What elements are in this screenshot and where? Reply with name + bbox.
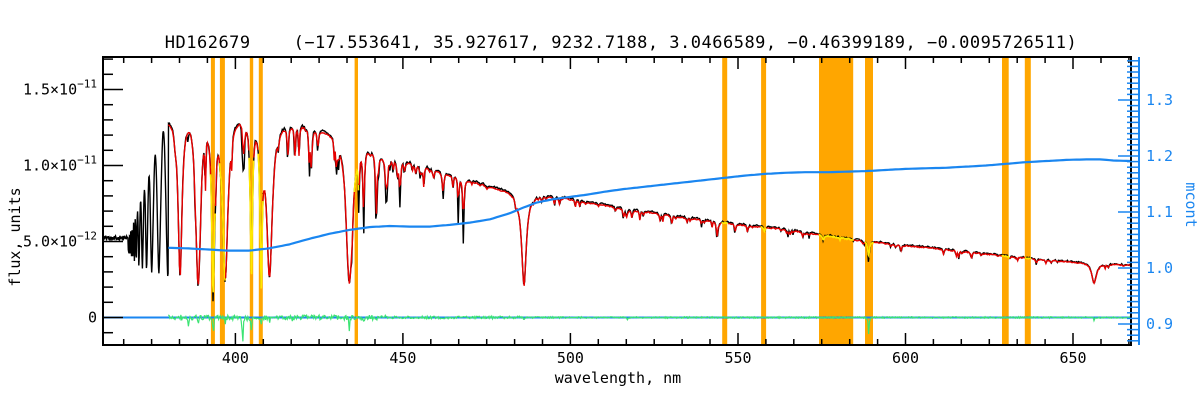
masked-band (210, 57, 215, 345)
y-left-tick-label: 1.5×10−11 (23, 78, 97, 99)
y-right-tick-label: 0.9 (1146, 315, 1173, 333)
x-tick-label: 400 (222, 349, 249, 367)
y-left-tick-label: 5.0×10−12 (23, 230, 97, 251)
masked-band (258, 57, 263, 345)
y-right-tick-label: 1.1 (1146, 203, 1173, 221)
masked-model-segment (218, 159, 227, 281)
model-spectrum-curve (224, 123, 250, 279)
masked-band (1024, 57, 1031, 345)
mcont-curve (168, 158, 1131, 252)
masked-region-bands (210, 57, 1031, 345)
masked-model-segment (817, 233, 855, 243)
masked-model-segment (209, 166, 216, 293)
masked-model-segment (863, 240, 875, 259)
residual-curve (167, 313, 1131, 342)
masked-model-segment (721, 221, 728, 225)
y-left-tick-label: 0 (88, 308, 97, 326)
plot-frame (102, 56, 1132, 346)
masked-band (1002, 57, 1009, 345)
x-tick-label: 500 (557, 349, 584, 367)
y-axis-label-left: flux, units (6, 187, 24, 286)
model-spectrum-curve (853, 239, 866, 245)
model-spectrum-curve (214, 154, 221, 207)
masked-model-segment (248, 157, 255, 275)
model-spectrum-curve (358, 152, 722, 286)
masked-band (819, 57, 854, 345)
x-tick-label: 600 (892, 349, 919, 367)
masked-model-segment (1023, 256, 1032, 260)
x-tick-label: 650 (1059, 349, 1086, 367)
x-tick-label: 450 (389, 349, 416, 367)
observed-spectrum-curve (103, 121, 1131, 302)
y-left-tick-label: 1.0×10−11 (23, 154, 97, 175)
masked-band (761, 57, 767, 345)
model-spectrum-curve (873, 241, 1002, 259)
plot-title: HD162679 (−17.553641, 35.927617, 9232.71… (165, 33, 1077, 53)
x-tick-label: 550 (724, 349, 751, 367)
y-right-tick-label: 1.3 (1146, 91, 1173, 109)
axes (102, 56, 1140, 346)
y-right-tick-label: 1.2 (1146, 147, 1173, 165)
masked-model-segment (353, 168, 360, 198)
masked-model-segment (1001, 254, 1011, 260)
masked-model-segment (760, 226, 768, 234)
masked-band (865, 57, 873, 345)
model-spectrum-curve (727, 222, 761, 233)
model-spectrum-curve (253, 140, 259, 158)
model-spectrum-curve (1009, 255, 1026, 263)
tick-labels: 400 450 500 550 600 650 0 5.0×10−12 1.0×10−11 1.5… (23, 78, 1173, 367)
x-axis-label: wavelength, nm (555, 369, 681, 387)
data-curves (103, 121, 1131, 342)
masked-band (354, 57, 358, 345)
model-spectrum-curve (766, 227, 820, 239)
masked-band (722, 57, 728, 345)
model-spectrum-curve (167, 124, 212, 285)
model-spectrum-curve (262, 126, 355, 284)
masked-model-segment (257, 153, 264, 289)
model-spectrum-curve (1031, 258, 1131, 285)
masked-band (249, 57, 254, 345)
y-axis-label-right: mcont (1182, 182, 1200, 227)
y-right-tick-label: 1.0 (1146, 259, 1173, 277)
